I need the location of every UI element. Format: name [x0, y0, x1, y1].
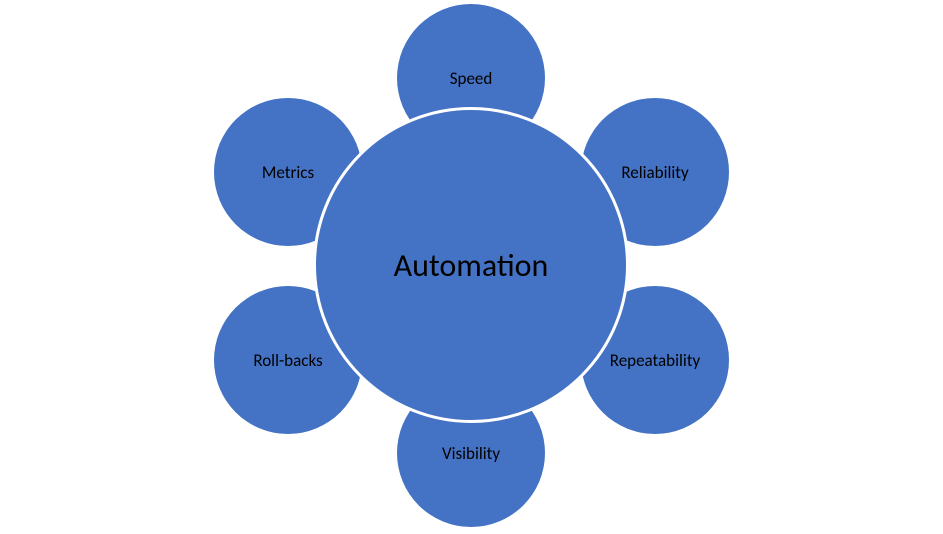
center-node-label: Automation: [394, 246, 549, 285]
outer-node-label: Visibility: [442, 443, 500, 464]
center-node-automation: Automation: [313, 107, 629, 423]
outer-node-label: Metrics: [262, 162, 314, 183]
diagram-stage: Speed Reliability Repeatability Visibility R…: [0, 0, 943, 534]
outer-node-label: Roll-backs: [253, 350, 322, 371]
outer-node-label: Repeatability: [610, 350, 700, 371]
outer-node-label: Reliability: [621, 162, 688, 183]
outer-node-label: Speed: [450, 68, 493, 89]
